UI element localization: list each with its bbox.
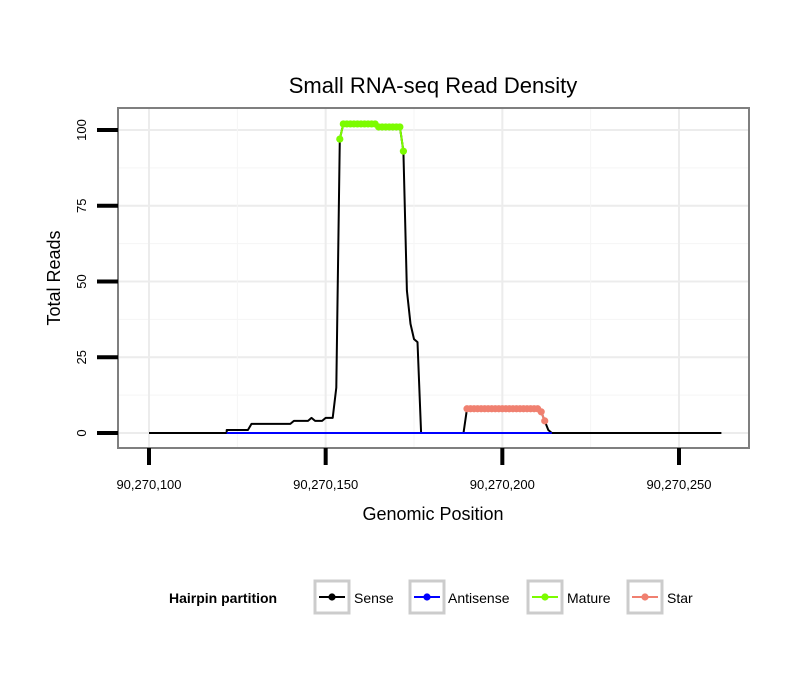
- data-point-mature: [399, 147, 407, 155]
- data-point-star: [537, 408, 545, 416]
- chart-title: Small RNA-seq Read Density: [289, 73, 578, 98]
- legend-marker-star: [641, 593, 649, 601]
- data-point-star: [541, 417, 549, 425]
- legend-label-sense: Sense: [354, 590, 394, 606]
- legend: Hairpin partition Sense Antisense Mature St…: [169, 579, 693, 615]
- grid-lines: [119, 109, 748, 447]
- x-tick-label: 90,270,200: [470, 477, 535, 492]
- plot-panel-border: [117, 107, 750, 449]
- series-layer: [149, 120, 722, 434]
- x-tick-label: 90,270,150: [293, 477, 358, 492]
- x-tick-label: 90,270,100: [116, 477, 181, 492]
- y-axis-title: Total Reads: [44, 230, 64, 325]
- legend-label-mature: Mature: [567, 590, 611, 606]
- plot-panel: [117, 107, 750, 449]
- y-tick-label: 50: [74, 274, 89, 288]
- data-point-mature: [336, 135, 344, 143]
- legend-label-star: Star: [667, 590, 693, 606]
- x-tick-label: 90,270,250: [646, 477, 711, 492]
- legend-title: Hairpin partition: [169, 590, 277, 606]
- axes: 0 25 50 75 100 90,270,100 90,270,150 90,270,200…: [74, 119, 712, 492]
- legend-marker-mature: [541, 593, 549, 601]
- legend-marker-sense: [328, 593, 336, 601]
- y-tick-label: 0: [74, 429, 89, 436]
- x-axis-title: Genomic Position: [362, 504, 503, 524]
- data-point-mature: [396, 123, 404, 131]
- legend-label-antisense: Antisense: [448, 590, 510, 606]
- y-tick-label: 75: [74, 199, 89, 213]
- y-tick-label: 25: [74, 350, 89, 364]
- y-tick-label: 100: [74, 119, 89, 141]
- legend-marker-antisense: [423, 593, 431, 601]
